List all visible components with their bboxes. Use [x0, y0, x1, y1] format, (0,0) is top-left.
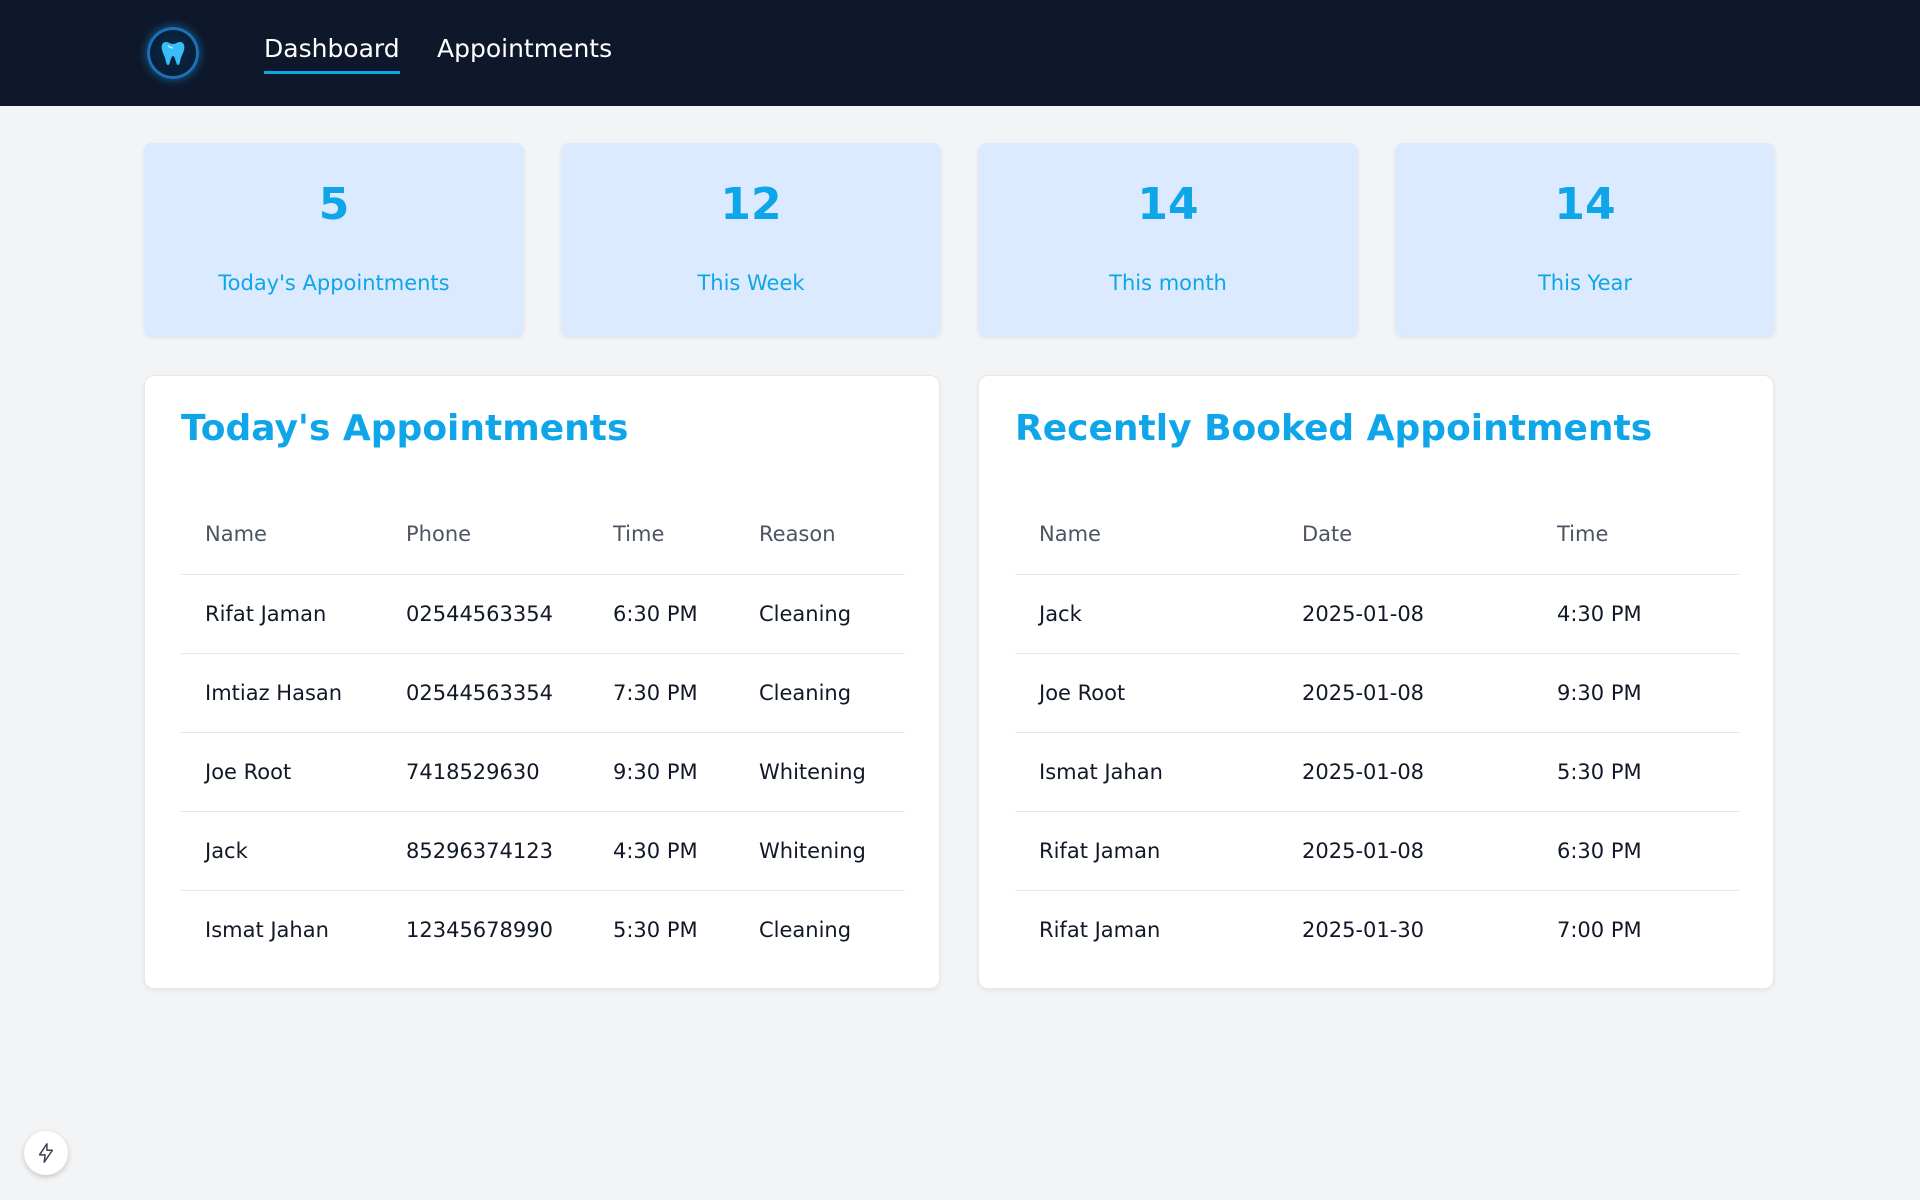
panel-title: Recently Booked Appointments: [1015, 408, 1653, 449]
cell-phone: 85296374123: [382, 811, 589, 891]
table-row: Imtiaz Hasan 02544563354 7:30 PM Cleanin…: [181, 653, 905, 733]
table-row: Joe Root 2025-01-08 9:30 PM: [1015, 653, 1739, 733]
lightning-bolt-icon: [38, 1143, 54, 1163]
cell-time: 6:30 PM: [1533, 811, 1739, 891]
cell-reason: Cleaning: [759, 917, 852, 942]
cell-reason: Cleaning: [735, 653, 905, 733]
todays-appointments-table: Name Phone Time Reason Rifat Jaman 02544…: [181, 494, 905, 969]
cell-time: 7:00 PM: [1557, 917, 1642, 942]
column-header-name: Name: [1015, 494, 1278, 575]
table-row: Ismat Jahan 12345678990 5:30 PM Cleaning: [181, 890, 905, 969]
table-header-row: Name Date Time: [1015, 494, 1739, 575]
cell-date: 2025-01-08: [1278, 574, 1533, 654]
todays-appointments-panel: Today's Appointments Name Phone Time Rea…: [144, 375, 940, 989]
cell-time: 9:30 PM: [1533, 653, 1739, 733]
column-header-time: Time: [1533, 494, 1739, 575]
stat-label: Today's Appointments: [218, 271, 450, 295]
top-navbar: Dashboard Appointments: [0, 0, 1920, 106]
cell-time: 9:30 PM: [589, 732, 735, 812]
cell-name: Jack: [181, 811, 382, 891]
recently-booked-panel: Recently Booked Appointments Name Date T…: [978, 375, 1774, 989]
lightning-bolt-button[interactable]: [24, 1131, 68, 1175]
stat-label: This Week: [697, 271, 805, 295]
stat-value: 14: [1137, 179, 1199, 230]
cell-reason: Whitening: [735, 811, 905, 891]
table-row: Jack 85296374123 4:30 PM Whitening: [181, 811, 905, 891]
cell-name: Jack: [1015, 574, 1278, 654]
stat-card-week: 12 This Week: [561, 143, 941, 336]
recently-booked-table: Name Date Time Jack 2025-01-08 4:30 PM J…: [1015, 494, 1739, 969]
stat-card-month: 14 This month: [978, 143, 1358, 336]
cell-phone: 02544563354: [382, 653, 589, 733]
cell-name: Imtiaz Hasan: [181, 653, 382, 733]
cell-phone: 7418529630: [382, 732, 589, 812]
stat-label: This month: [1109, 271, 1227, 295]
cell-time: 4:30 PM: [1533, 574, 1739, 654]
cell-reason: Whitening: [735, 732, 905, 812]
cell-name: Joe Root: [1015, 653, 1278, 733]
cell-reason: Cleaning: [735, 574, 905, 654]
stat-value: 5: [318, 179, 350, 230]
cell-date: 2025-01-08: [1278, 732, 1533, 812]
cell-time: 7:30 PM: [589, 653, 735, 733]
cell-name: Joe Root: [181, 732, 382, 812]
column-header-phone: Phone: [382, 494, 589, 575]
cell-name: Ismat Jahan: [1015, 732, 1278, 812]
stat-label: This Year: [1537, 271, 1633, 295]
stat-value: 14: [1554, 179, 1616, 230]
cell-phone: 12345678990: [406, 917, 553, 942]
stat-card-year: 14 This Year: [1395, 143, 1775, 336]
cell-time: 6:30 PM: [589, 574, 735, 654]
cell-time: 4:30 PM: [589, 811, 735, 891]
cell-time: 5:30 PM: [613, 917, 698, 942]
cell-date: 2025-01-08: [1278, 653, 1533, 733]
cell-name: Ismat Jahan: [205, 917, 329, 942]
table-header-row: Name Phone Time Reason: [181, 494, 905, 575]
cell-date: 2025-01-30: [1302, 917, 1425, 942]
column-header-time: Time: [589, 494, 735, 575]
panel-title: Today's Appointments: [181, 408, 629, 449]
stat-value: 12: [720, 179, 782, 230]
nav-link-appointments[interactable]: Appointments: [437, 34, 613, 63]
table-row: Rifat Jaman 02544563354 6:30 PM Cleaning: [181, 574, 905, 654]
column-header-date: Date: [1278, 494, 1533, 575]
column-header-name: Name: [181, 494, 382, 575]
cell-time: 5:30 PM: [1533, 732, 1739, 812]
table-row: Jack 2025-01-08 4:30 PM: [1015, 574, 1739, 654]
table-row: Ismat Jahan 2025-01-08 5:30 PM: [1015, 732, 1739, 812]
tooth-icon[interactable]: [147, 27, 199, 79]
table-row: Rifat Jaman 2025-01-08 6:30 PM: [1015, 811, 1739, 891]
cell-date: 2025-01-08: [1278, 811, 1533, 891]
cell-name: Rifat Jaman: [1039, 917, 1161, 942]
cell-phone: 02544563354: [382, 574, 589, 654]
nav-link-dashboard[interactable]: Dashboard: [264, 34, 400, 74]
column-header-reason: Reason: [735, 494, 905, 575]
stat-card-today: 5 Today's Appointments: [144, 143, 524, 336]
cell-name: Rifat Jaman: [181, 574, 382, 654]
table-row: Rifat Jaman 2025-01-30 7:00 PM: [1015, 890, 1739, 969]
table-row: Joe Root 7418529630 9:30 PM Whitening: [181, 732, 905, 812]
cell-name: Rifat Jaman: [1015, 811, 1278, 891]
